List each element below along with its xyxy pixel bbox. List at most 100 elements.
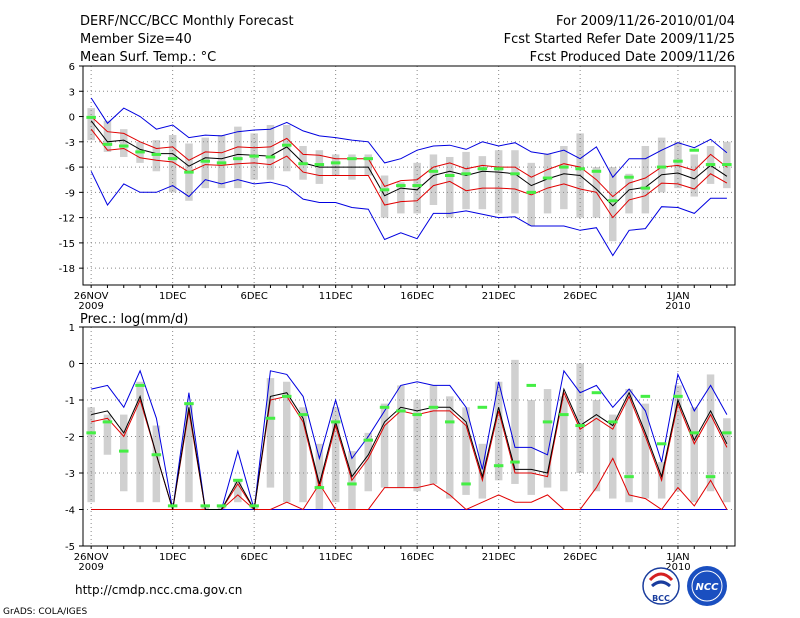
ensemble-box: [625, 173, 633, 214]
ncc-logo: NCC: [687, 566, 727, 606]
ensemble-box: [478, 156, 487, 210]
median-marker: [608, 420, 618, 424]
source-url[interactable]: http://cmdp.ncc.cma.gov.cn: [75, 583, 242, 597]
median-marker: [510, 172, 520, 176]
x-tick-label: 11DEC: [319, 552, 353, 563]
median-marker: [102, 420, 113, 424]
median-marker: [575, 167, 585, 171]
max-line: [90, 97, 728, 179]
median-marker: [151, 152, 162, 156]
ensemble-box: [592, 400, 601, 492]
ensemble-box: [576, 363, 584, 473]
x-tick-year: 2009: [78, 562, 103, 573]
median-marker: [265, 416, 276, 420]
ensemble-box: [690, 154, 698, 197]
chart-title: DERF/NCC/BCC Monthly Forecast: [80, 14, 294, 29]
x-tick-label: 26DEC: [563, 552, 597, 563]
ensemble-box: [641, 403, 650, 499]
x-tick-label: 1DEC: [159, 552, 186, 563]
median-marker: [705, 163, 716, 167]
y-tick-label: -18: [59, 264, 75, 275]
y-tick-label: 0: [69, 360, 75, 371]
ensemble-box: [446, 156, 454, 218]
median-marker: [233, 478, 243, 482]
median-marker: [640, 186, 651, 190]
x-tick-label: 21DEC: [482, 291, 516, 302]
median-marker: [184, 402, 194, 406]
ensemble-box: [413, 162, 421, 214]
median-marker: [135, 383, 145, 387]
median-marker: [656, 165, 667, 169]
ensemble-box: [152, 425, 161, 503]
ensemble-box: [494, 150, 503, 214]
lower-line: [91, 457, 728, 511]
x-tick-label: 16DEC: [400, 552, 434, 563]
x-tick-label: 26NOV: [74, 291, 109, 302]
median-marker: [608, 199, 618, 203]
x-tick-label: 1JAN: [666, 552, 689, 563]
ensemble-box: [185, 403, 193, 503]
ensemble-box: [511, 359, 519, 484]
x-tick-year: 2010: [665, 562, 690, 573]
median-marker: [347, 482, 357, 486]
ensemble-box: [380, 403, 389, 488]
x-tick-label: 26DEC: [563, 291, 597, 302]
median-marker: [249, 504, 259, 508]
ensemble-box: [87, 108, 95, 141]
median-marker: [184, 170, 194, 174]
median-marker: [510, 460, 520, 464]
median-marker: [412, 184, 422, 188]
ensemble-box: [103, 120, 112, 152]
median-marker: [428, 405, 439, 409]
y-tick-label: 3: [69, 87, 75, 98]
lower-line: [90, 128, 728, 219]
median-marker: [656, 442, 667, 446]
y-tick-label: -4: [65, 506, 75, 517]
median-marker: [298, 413, 308, 417]
y-tick-label: -3: [65, 138, 75, 149]
y-tick-label: -12: [59, 214, 75, 225]
median-marker: [396, 409, 406, 413]
median-marker: [119, 449, 129, 453]
median-marker: [379, 405, 390, 409]
ensemble-box: [625, 389, 633, 503]
median-marker: [363, 157, 373, 161]
y-tick-label: -5: [65, 542, 75, 553]
x-tick-year: 2010: [665, 301, 690, 312]
median-marker: [396, 184, 406, 188]
median-marker: [216, 161, 227, 165]
median-marker: [689, 431, 699, 435]
y-tick-label: -15: [59, 239, 75, 250]
ensemble-box: [299, 407, 307, 503]
grads-credit: GrADS: COLA/IGES: [3, 607, 87, 617]
median-marker: [591, 169, 602, 173]
median-marker: [526, 190, 536, 194]
started-date-label: Fcst Started Refer Date 2009/11/25: [504, 32, 735, 47]
ensemble-box: [413, 400, 421, 492]
median-marker: [477, 167, 488, 171]
ensemble-box: [609, 414, 617, 499]
ensemble-box: [234, 480, 242, 503]
median-marker: [151, 453, 162, 457]
ensemble-box: [120, 414, 128, 492]
x-tick-year: 2009: [78, 301, 103, 312]
y-tick-label: -1: [65, 396, 75, 407]
median-marker: [167, 157, 178, 161]
median-marker: [282, 394, 292, 398]
ensemble-box: [331, 154, 340, 176]
median-marker: [135, 150, 145, 154]
ensemble-box: [136, 381, 144, 503]
plot-frame: [82, 326, 736, 547]
y-tick-label: -3: [65, 469, 75, 480]
ensemble-box: [380, 175, 389, 218]
median-marker: [298, 162, 308, 166]
ensemble-box: [364, 432, 372, 492]
ensemble-box: [560, 396, 568, 492]
x-tick-label: 1DEC: [159, 291, 186, 302]
bcc-logo: BCC: [642, 567, 680, 605]
median-marker: [542, 176, 553, 180]
ensemble-box: [478, 443, 487, 499]
median-marker: [722, 163, 732, 167]
